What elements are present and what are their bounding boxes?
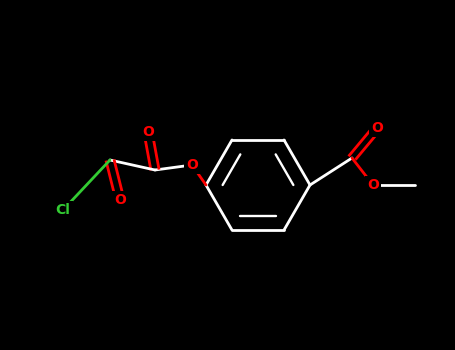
Text: O: O xyxy=(367,178,379,192)
Text: O: O xyxy=(114,193,126,207)
Text: Cl: Cl xyxy=(56,203,71,217)
Text: O: O xyxy=(371,121,383,135)
Text: O: O xyxy=(142,125,154,139)
Text: O: O xyxy=(186,158,198,172)
